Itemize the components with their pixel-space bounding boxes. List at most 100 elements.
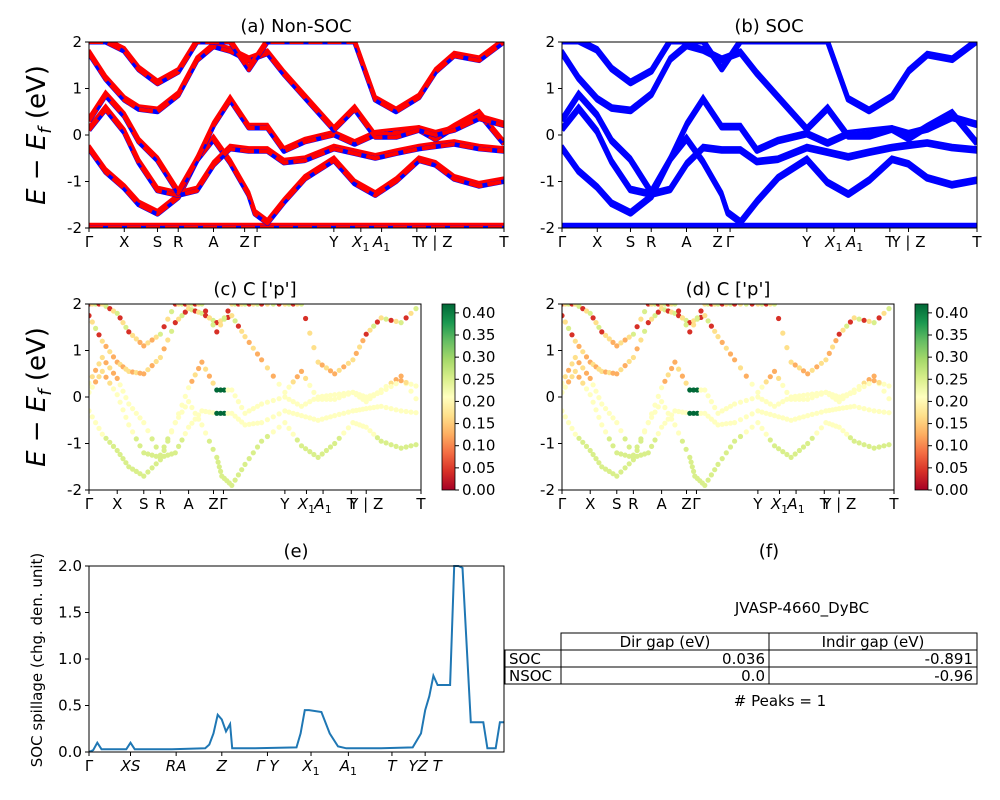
panel-a-xtick-label: A [208, 233, 219, 251]
panel-c-point [403, 315, 409, 321]
panel-d-point [805, 371, 811, 377]
panel-c-point [192, 372, 198, 378]
panel-c-point [232, 318, 238, 324]
panel-d-point [771, 304, 778, 307]
panel-c-point [332, 396, 338, 402]
panel-d-point [784, 396, 790, 402]
panel-d-point [771, 403, 778, 409]
panel-d-point [805, 392, 811, 398]
panel-d-point [866, 381, 872, 387]
panel-d-point [694, 387, 700, 393]
panel-c-point [345, 360, 351, 366]
panel-d-point [596, 395, 602, 401]
panel-d-point [771, 443, 778, 449]
panel-c-point [307, 399, 313, 405]
panel-c-point [186, 385, 192, 391]
panel-c-point [336, 435, 342, 441]
panel-d-point [763, 379, 769, 385]
panel-d-point [655, 309, 661, 315]
panel-c-point [264, 417, 270, 423]
panel-d-point [645, 320, 651, 326]
panel-c-point [203, 313, 209, 319]
panel-c-point [103, 304, 109, 309]
panel-c-point [259, 357, 265, 363]
panel-d-point [723, 304, 729, 307]
panel-c-point [294, 374, 300, 380]
panel-d-point [814, 410, 820, 416]
panel-c-title: (c) C ['p'] [213, 279, 296, 300]
panel-c-point [216, 464, 222, 470]
panel-c-point [89, 414, 95, 420]
panel-d-point [830, 344, 836, 350]
panel-d-point [763, 431, 769, 437]
panel-d-point [622, 452, 628, 458]
panel-c-point [96, 361, 102, 367]
panel-d-point [566, 325, 572, 331]
panel-c-point [367, 327, 373, 333]
panel-c-point [270, 429, 276, 435]
panel-e-xtick-label: Γ [85, 757, 94, 775]
panel-d-point [562, 380, 565, 386]
panel-d-point [606, 410, 612, 416]
panel-d-point [610, 339, 616, 345]
panel-c-point [327, 396, 334, 402]
panel-b-ytick-label: 1 [545, 80, 555, 98]
panel-c-point [398, 378, 404, 384]
panel-c-point [93, 379, 99, 385]
panel-c-point [99, 338, 105, 344]
panel-d-point [676, 308, 682, 314]
panel-c-point [246, 421, 252, 427]
panel-c-point [294, 304, 300, 307]
table-row-soc-label: SOC [509, 650, 541, 668]
panel-d-point [767, 411, 773, 417]
panel-a-xtick-label: X1 [351, 233, 369, 254]
panel-a-band-line-dashed [89, 93, 504, 196]
panel-d-point [618, 367, 624, 373]
panel-d-point [767, 437, 773, 443]
panel-c-point [303, 375, 309, 381]
panel-d-point [743, 397, 749, 404]
panel-d-point [662, 404, 668, 411]
panel-d-point [743, 304, 749, 307]
panel-d-xtick-label: X1 [770, 495, 788, 516]
panel-c-point [89, 319, 95, 325]
panel-c-point [153, 334, 159, 340]
panel-d-point [749, 424, 755, 430]
panel-c-point [290, 431, 296, 437]
panel-d-point [763, 410, 769, 416]
panel-c-point [332, 392, 338, 398]
panel-d-point [800, 414, 807, 420]
panel-c-point [336, 367, 342, 373]
panel-d-point [683, 322, 689, 328]
panel-c-point [120, 456, 126, 462]
panel-c-point [199, 304, 205, 307]
panel-d-point [719, 339, 725, 345]
panel-c-point [371, 431, 377, 437]
panel-a-band-line-pair [89, 103, 504, 194]
panel-c-point [413, 306, 419, 312]
panel-c-point [221, 387, 227, 393]
panel-d-point [871, 408, 877, 414]
panel-d-point [688, 459, 694, 465]
panel-d-point [723, 450, 729, 456]
panel-c-point [123, 395, 129, 401]
panel-c-point [286, 304, 292, 307]
panel-c-point [96, 374, 102, 380]
panel-d-point [614, 420, 620, 426]
panel-c-point [398, 373, 404, 379]
panel-d-point [723, 345, 729, 351]
panel-d-point [814, 393, 820, 399]
panel-c-point [264, 365, 270, 371]
panel-c-point [186, 424, 192, 430]
panel-c-point [186, 399, 192, 405]
panel-d-point [590, 315, 596, 321]
panel-d-point [715, 422, 721, 428]
panel-e-xtick-label: Γ Y [256, 757, 280, 775]
panel-b-xtick-label: Y [801, 233, 812, 251]
panel-d-point [626, 461, 632, 467]
panel-e-xtick-label: A1 [339, 757, 357, 778]
panel-c-point [290, 410, 296, 416]
panel-c-point [89, 374, 95, 380]
panel-d-point [679, 373, 686, 379]
